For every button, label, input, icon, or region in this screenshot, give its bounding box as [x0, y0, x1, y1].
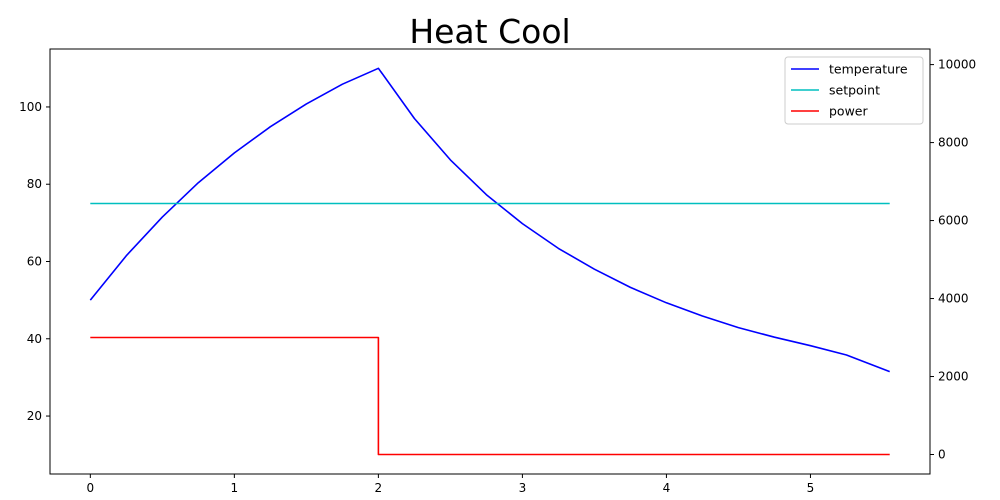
legend-label-power: power — [829, 104, 868, 119]
y-tick-label: 100 — [19, 100, 42, 114]
x-tick-label: 0 — [87, 481, 95, 495]
x-tick-label: 4 — [663, 481, 671, 495]
x-tick-label: 5 — [807, 481, 815, 495]
legend-box — [784, 56, 924, 125]
y2-tick-label: 2000 — [938, 370, 969, 384]
y2-tick-label: 10000 — [938, 58, 976, 72]
y-tick-label: 80 — [27, 177, 42, 191]
y2-tick-label: 6000 — [938, 214, 969, 228]
y-tick-label: 60 — [27, 255, 42, 269]
series-line-power — [90, 336, 890, 456]
y-axis-right: 0 2000 4000 6000 8000 10000 — [930, 58, 976, 462]
y-tick-label: 40 — [27, 332, 42, 346]
legend-label-temperature: temperature — [829, 62, 908, 77]
y-tick-label: 20 — [27, 409, 42, 423]
series-line-temperature — [89, 67, 890, 373]
y-axis-left: 20 40 60 80 100 — [19, 100, 50, 423]
y2-tick-label: 8000 — [938, 136, 969, 150]
x-axis: 0 1 2 3 4 5 — [87, 474, 815, 495]
chart-title: Heat Cool — [409, 12, 570, 51]
plot-area — [89, 67, 890, 456]
x-tick-label: 3 — [519, 481, 527, 495]
y2-tick-label: 0 — [938, 448, 946, 462]
legend: temperature setpoint power — [784, 56, 924, 125]
x-tick-label: 2 — [375, 481, 383, 495]
y2-tick-label: 4000 — [938, 292, 969, 306]
x-tick-label: 1 — [231, 481, 239, 495]
legend-label-setpoint: setpoint — [829, 83, 880, 98]
